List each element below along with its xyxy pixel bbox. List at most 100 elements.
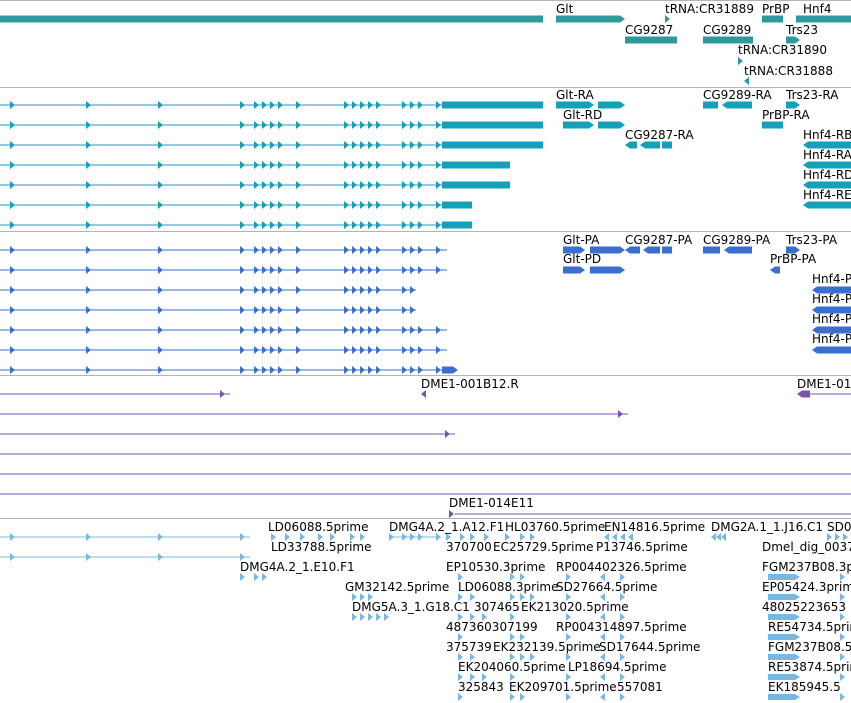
transcript-exon-marker <box>296 181 301 189</box>
transcript-label-cg9287-ra[interactable]: CG9287-RA <box>625 128 694 142</box>
gene-label-cg9289[interactable]: CG9289 <box>703 23 752 37</box>
gene-label-prbp[interactable]: PrBP <box>762 2 790 16</box>
est-label[interactable]: DMG2A.1_1.J16.C1 <box>711 520 824 534</box>
est-label[interactable]: EK209701.5prime <box>509 680 617 694</box>
est-label[interactable]: LD06088.3prime <box>458 580 559 594</box>
est-label[interactable]: SD27664.5prime <box>556 580 658 594</box>
transcript-exon-marker <box>262 121 267 129</box>
protein-track: Glt-PA Glt-PD CG9287-PA CG9289-PA Trs23-… <box>563 233 851 346</box>
transcript-exon-marker <box>368 121 373 129</box>
gene-label-trna-cr31888[interactable]: tRNA:CR31888 <box>744 64 833 78</box>
est-label[interactable]: SD17644.5prime <box>599 640 701 654</box>
protein-label-hnf4-p-3[interactable]: Hnf4-P <box>812 312 851 326</box>
gene-label-glt[interactable]: Glt <box>556 2 574 16</box>
clone-label-dme1-014e11[interactable]: DME1-014E11 <box>449 496 534 510</box>
est-marker <box>470 613 475 621</box>
transcript-exon-marker <box>410 101 415 109</box>
est-label[interactable]: EP05424.3prime <box>762 580 851 594</box>
protein-label-glt-pa[interactable]: Glt-PA <box>563 233 600 247</box>
protein-label-cg9287-pa[interactable]: CG9287-PA <box>625 233 693 247</box>
est-label[interactable]: EK213020.5prime <box>521 600 629 614</box>
est-label[interactable]: 375739 <box>446 640 492 654</box>
est-marker <box>470 533 475 541</box>
est-label[interactable]: RE54734.5prime <box>768 620 851 634</box>
track-separator <box>0 87 851 88</box>
est-label[interactable]: EK232139.5prime <box>493 640 601 654</box>
est-marker <box>368 613 373 621</box>
transcript-label-hnf4-re[interactable]: Hnf4-RE <box>803 188 851 202</box>
protein-label-hnf4-p-1[interactable]: Hnf4-P <box>812 272 851 286</box>
est-label[interactable]: 370700 <box>446 540 492 554</box>
protein-label-prbp-pa[interactable]: PrBP-PA <box>770 252 817 266</box>
est-label[interactable]: EC25729.5prime <box>493 540 594 554</box>
est-label[interactable]: GM32142.5prime <box>345 580 450 594</box>
protein-label-hnf4-p-2[interactable]: Hnf4-P <box>812 292 851 306</box>
clone-label-dme1-001b12-r[interactable]: DME1-001B12.R <box>421 377 519 391</box>
gene-label-cg9287[interactable]: CG9287 <box>625 23 674 37</box>
est-label[interactable]: LP18694.5prime <box>568 660 667 674</box>
transcript-exon-marker <box>86 141 91 149</box>
transcript-glt-rd-block <box>563 121 594 129</box>
est-label[interactable]: RE53874.5prime <box>768 660 851 674</box>
est-marker <box>510 573 515 581</box>
est-label[interactable]: Dmel_dig_0037 <box>762 540 851 554</box>
est-label[interactable]: RP004314897.5prime <box>556 620 687 634</box>
gene-trs23-block <box>786 36 800 44</box>
est-label[interactable]: EP10530.3prime <box>446 560 546 574</box>
est-label[interactable]: 48025223653 <box>762 600 846 614</box>
transcript-exon-marker <box>402 221 407 229</box>
est-label[interactable]: DMG4A.2_1.E10.F1 <box>240 560 355 574</box>
protein-exon-marker <box>270 346 275 354</box>
est-marker <box>843 533 848 541</box>
clone-label-dme1-01[interactable]: DME1-01 <box>797 377 851 391</box>
protein-label-cg9289-pa[interactable]: CG9289-PA <box>703 233 771 247</box>
protein-label-glt-pd[interactable]: Glt-PD <box>563 252 602 266</box>
gene-label-trna-cr31889[interactable]: tRNA:CR31889 <box>665 2 754 16</box>
protein-label-hnf4-p-4[interactable]: Hnf4-P <box>812 332 851 346</box>
transcript-label-hnf4-ra[interactable]: Hnf4-RA <box>803 148 851 162</box>
transcript-label-glt-ra[interactable]: Glt-RA <box>556 88 594 102</box>
transcript-exon-marker <box>418 101 423 109</box>
est-label[interactable]: RP004402326.5prime <box>556 560 687 574</box>
est-marker <box>470 653 475 661</box>
est-label[interactable]: HL03760.5prime <box>505 520 606 534</box>
est-label[interactable]: LD06088.5prime <box>268 520 369 534</box>
transcript-label-prbp-ra[interactable]: PrBP-RA <box>762 108 810 122</box>
est-label[interactable]: 307465 <box>474 600 520 614</box>
transcript-exon-marker <box>418 161 423 169</box>
transcript-label-trs23-ra[interactable]: Trs23-RA <box>786 88 839 102</box>
est-label[interactable]: EK185945.5 <box>768 680 841 694</box>
est-label[interactable]: DMG5A.3_1.G18.C1 <box>352 600 470 614</box>
est-label[interactable]: FGM237B08.3p <box>762 560 851 574</box>
protein-exon-marker <box>86 266 91 274</box>
est-label[interactable]: 487360307199 <box>446 620 538 634</box>
est-label[interactable]: 325843 <box>458 680 504 694</box>
protein-exon-marker <box>270 306 275 314</box>
gene-label-trs23[interactable]: Trs23 <box>786 23 819 37</box>
est-label[interactable]: EK204060.5prime <box>458 660 566 674</box>
transcript-label-hnf4-rb[interactable]: Hnf4-RB <box>803 128 851 142</box>
est-label[interactable]: P13746.5prime <box>596 540 688 554</box>
est-marker <box>446 533 451 541</box>
transcript-exon-marker <box>352 181 357 189</box>
est-label[interactable]: SD0 <box>827 520 851 534</box>
transcript-label-glt-rd[interactable]: Glt-RD <box>563 108 603 122</box>
transcript-exon-marker <box>278 221 283 229</box>
est-label[interactable]: 557081 <box>617 680 663 694</box>
protein-label-trs23-pa[interactable]: Trs23-PA <box>786 233 838 247</box>
gene-label-hnf4[interactable]: Hnf4 <box>803 2 832 16</box>
gene-label-trna-cr31890[interactable]: tRNA:CR31890 <box>738 43 827 57</box>
transcript-exon-marker <box>158 201 163 209</box>
est-label[interactable]: EN14816.5prime <box>604 520 706 534</box>
est-label[interactable]: DMG4A.2_1.A12.F1 <box>389 520 505 534</box>
transcript-exon-marker <box>10 101 15 109</box>
transcript-exon-marker <box>352 161 357 169</box>
est-label[interactable]: FGM237B08.5 <box>768 640 851 654</box>
est-label[interactable]: LD33788.5prime <box>271 540 372 554</box>
transcript-label-cg9289-ra[interactable]: CG9289-RA <box>703 88 772 102</box>
transcript-exon-marker <box>86 101 91 109</box>
transcript-label-hnf4-rd[interactable]: Hnf4-RD <box>803 168 851 182</box>
transcript-exon-marker <box>360 101 365 109</box>
